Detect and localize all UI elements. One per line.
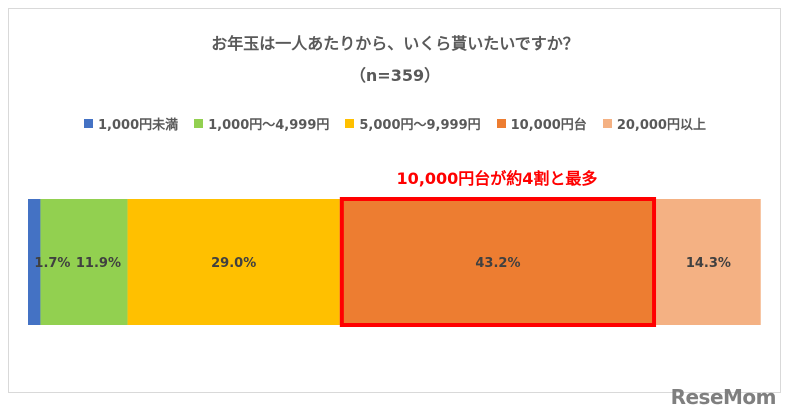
chart-subtitle: （n=359） (349, 66, 441, 85)
bar-segment-1000-4999 (40, 199, 128, 325)
chart-legend: 1,000円未満 1,000円～4,999円 5,000円～9,999円 10,… (0, 114, 790, 133)
legend-item-5000-9999: 5,000円～9,999円 (345, 114, 481, 133)
bar-segment-10000s (339, 199, 657, 325)
legend-swatch (345, 119, 355, 128)
bar-segment-20000-plus (656, 199, 761, 325)
bar-segment-under-1000 (28, 199, 41, 325)
legend-label: 20,000円以上 (616, 118, 706, 133)
legend-item-10000s: 10,000円台 (496, 114, 587, 133)
data-label: 11.9% (76, 256, 121, 271)
resemom-logo: ReseMom (670, 385, 777, 409)
legend-label: 10,000円台 (510, 118, 587, 133)
highlight-annotation: 10,000円台が約4割と最多 (396, 169, 598, 188)
legend-item-under-1000: 1,000円未満 (84, 114, 178, 133)
legend-swatch (84, 119, 94, 128)
chart-title: お年玉は一人あたりから、いくら貰いたいですか？ (211, 34, 579, 53)
data-label: 1.7% (34, 256, 70, 271)
legend-item-20000-plus: 20,000円以上 (602, 114, 706, 133)
legend-item-1000-4999: 1,000円～4,999円 (194, 114, 329, 133)
data-label: 43.2% (475, 256, 520, 271)
legend-swatch (496, 119, 506, 128)
legend-swatch (194, 119, 204, 128)
legend-swatch (602, 119, 612, 128)
legend-label: 1,000円未満 (98, 118, 179, 133)
highlight-box (339, 197, 657, 327)
legend-label: 5,000円～9,999円 (359, 118, 481, 133)
data-label: 29.0% (211, 256, 256, 271)
legend-label: 1,000円～4,999円 (208, 118, 330, 133)
data-label: 14.3% (686, 256, 731, 271)
bar-segment-5000-9999 (127, 199, 340, 325)
